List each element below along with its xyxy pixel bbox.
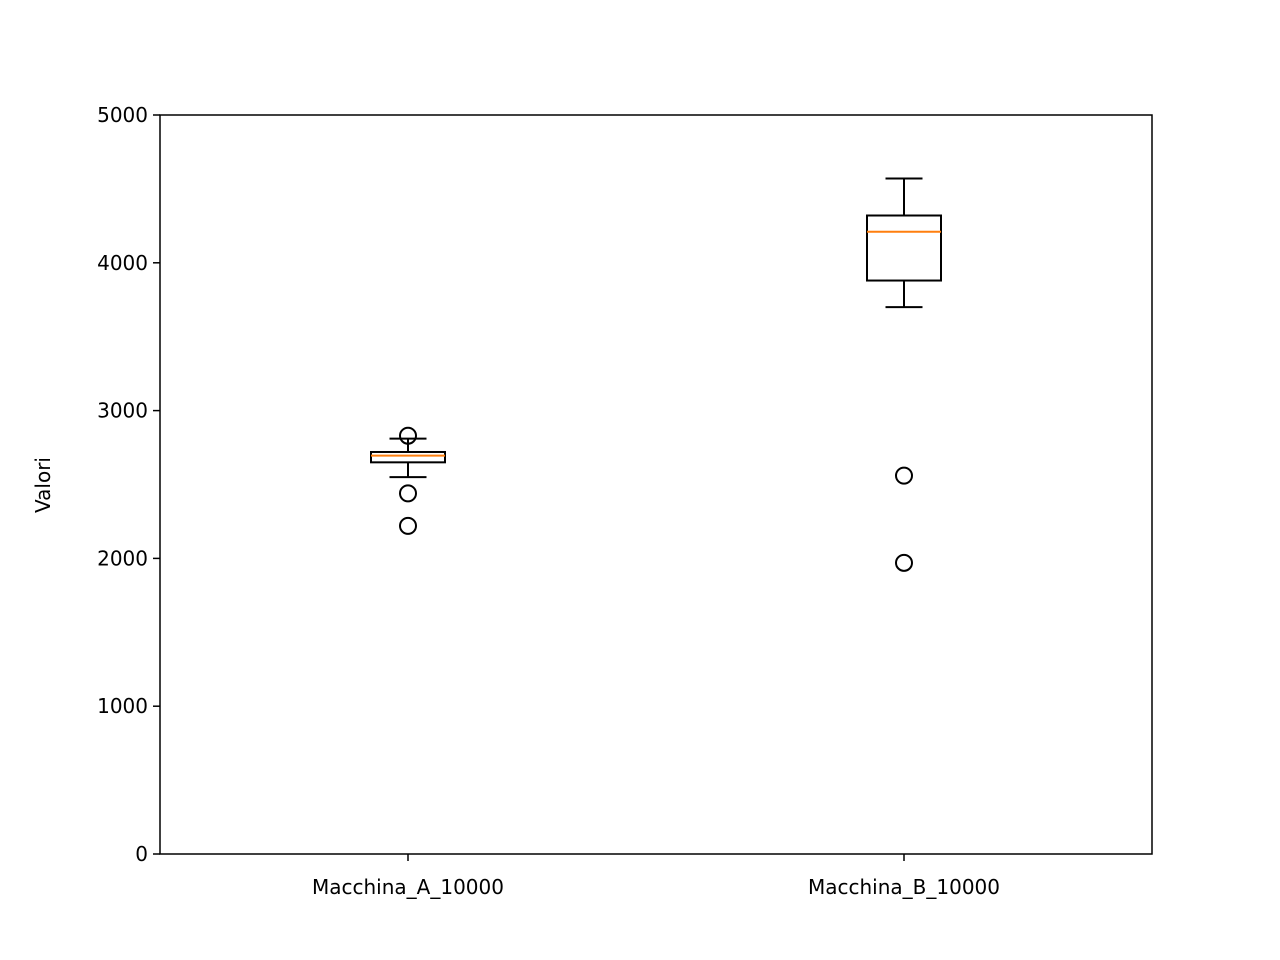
outlier-point — [399, 426, 417, 445]
y-axis: 0 1000 2000 3000 4000 5000 — [97, 103, 160, 866]
outlier-point — [895, 466, 913, 485]
x-tick-label: Macchina_A_10000 — [312, 875, 504, 899]
box-b — [866, 177, 942, 572]
plot-area — [370, 177, 942, 572]
x-axis: Macchina_A_10000 Macchina_B_10000 — [312, 854, 1000, 899]
outlier-point — [895, 553, 913, 572]
outlier-point — [399, 484, 417, 503]
y-tick-label: 3000 — [97, 399, 148, 423]
y-tick-label: 1000 — [97, 694, 148, 718]
iqr-box — [866, 214, 942, 282]
x-tick-label: Macchina_B_10000 — [808, 875, 1000, 899]
y-axis-label: Valori — [31, 457, 55, 513]
y-tick-label: 4000 — [97, 251, 148, 275]
axes-frame — [159, 114, 1153, 855]
y-tick-label: 0 — [135, 842, 148, 866]
y-tick-label: 5000 — [97, 103, 148, 127]
y-tick-label: 2000 — [97, 546, 148, 570]
outlier-point — [399, 516, 417, 535]
box-a — [370, 426, 446, 535]
iqr-box — [370, 450, 446, 464]
